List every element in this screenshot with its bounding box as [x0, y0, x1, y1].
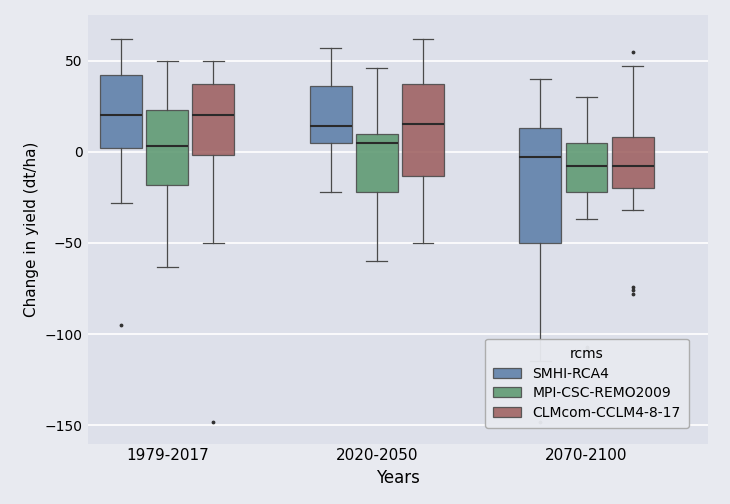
PathPatch shape — [356, 134, 398, 192]
X-axis label: Years: Years — [376, 469, 420, 487]
PathPatch shape — [146, 110, 188, 184]
PathPatch shape — [520, 128, 561, 243]
Y-axis label: Change in yield (dt/ha): Change in yield (dt/ha) — [24, 142, 39, 317]
PathPatch shape — [566, 143, 607, 192]
Legend: SMHI-RCA4, MPI-CSC-REMO2009, CLMcom-CCLM4-8-17: SMHI-RCA4, MPI-CSC-REMO2009, CLMcom-CCLM… — [485, 339, 688, 428]
PathPatch shape — [193, 84, 234, 156]
PathPatch shape — [100, 75, 142, 148]
PathPatch shape — [612, 137, 653, 188]
PathPatch shape — [310, 86, 352, 143]
PathPatch shape — [402, 84, 444, 175]
